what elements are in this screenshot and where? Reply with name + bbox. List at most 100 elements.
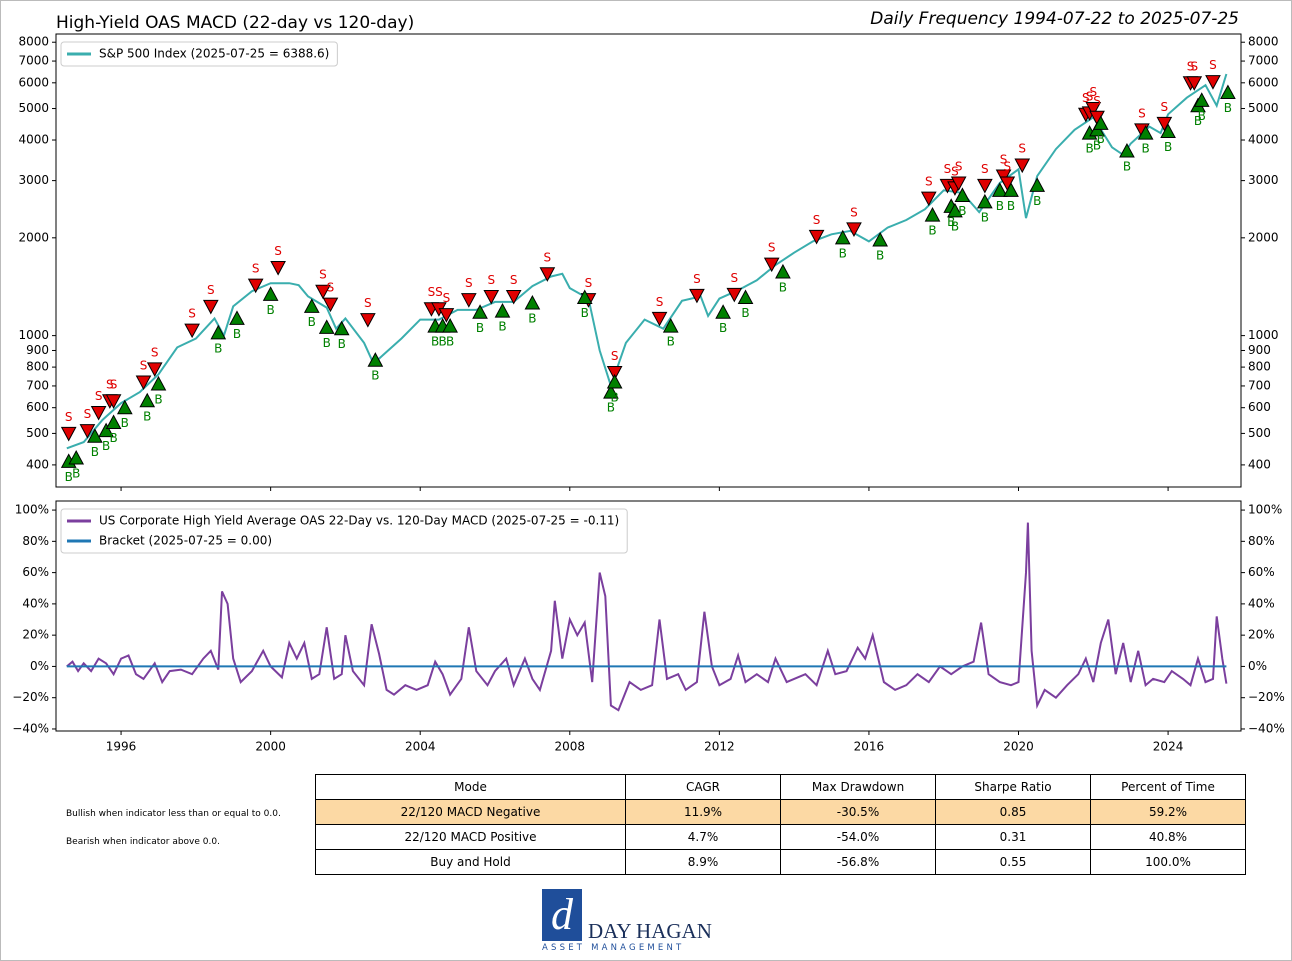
table-cell: 22/120 MACD Positive <box>315 824 626 850</box>
signal-marker <box>834 229 851 245</box>
signal-label: S <box>274 244 282 258</box>
signal-marker <box>689 288 705 304</box>
logo: d DAY HAGAN ASSET MANAGEMENT <box>542 889 722 954</box>
signal-marker <box>1092 115 1109 130</box>
signal-marker <box>1193 92 1210 107</box>
y-tick-label: 0% <box>1248 659 1267 673</box>
signal-marker <box>60 426 77 442</box>
signal-label: B <box>1194 114 1202 128</box>
table-cell: 59.2% <box>1090 799 1246 825</box>
y-tick-label: 20% <box>22 628 49 642</box>
y-tick-label: 6000 <box>18 75 49 89</box>
signal-label: S <box>1161 100 1169 114</box>
signal-marker <box>483 289 500 305</box>
signal-marker <box>1160 123 1176 138</box>
y-tick-label: 8000 <box>18 35 49 49</box>
y-tick-label: 0% <box>30 659 49 673</box>
signal-marker <box>116 399 133 415</box>
chart-subtitle: Daily Frequency 1994-07-22 to 2025-07-25 <box>870 9 1239 29</box>
signal-marker <box>494 303 511 318</box>
signal-label: B <box>233 327 241 341</box>
signal-label: S <box>151 345 159 359</box>
signal-label: S <box>693 272 701 286</box>
signal-marker <box>442 318 458 333</box>
y-tick-label: 700 <box>26 378 49 392</box>
signal-label: B <box>581 306 589 320</box>
signal-label: S <box>1003 159 1011 173</box>
signal-label: S <box>435 285 443 299</box>
signal-marker <box>210 324 227 340</box>
y-tick-label: 20% <box>1248 628 1275 642</box>
signal-label: B <box>928 224 936 238</box>
y-tick-label: 3000 <box>1248 173 1279 187</box>
signal-label: B <box>154 392 162 406</box>
signal-marker <box>726 287 743 303</box>
table-cell: Sharpe Ratio <box>935 774 1091 800</box>
signal-label: B <box>779 280 787 294</box>
signal-marker <box>105 394 122 409</box>
signal-label: B <box>439 335 447 349</box>
y-tick-label: 800 <box>1248 360 1271 374</box>
signal-label: B <box>1085 142 1093 156</box>
signal-label: B <box>719 321 727 335</box>
signal-marker <box>808 229 825 245</box>
table-row: 22/120 MACD Negative 11.9% -30.5% 0.85 59.2% <box>315 799 1246 825</box>
y-tick-label: 7000 <box>18 54 49 68</box>
y-tick-label: 400 <box>1248 457 1271 471</box>
signal-label: B <box>951 219 959 233</box>
note: Bearish when indicator above 0.0. <box>66 837 220 847</box>
signal-label: S <box>951 164 959 178</box>
signal-label: B <box>72 467 80 481</box>
signal-marker <box>68 449 85 465</box>
signal-label: B <box>65 470 73 484</box>
y-tick-label: 1000 <box>18 328 49 342</box>
plot-frame <box>55 500 1242 732</box>
y-tick-label: 40% <box>22 596 49 610</box>
y-tick-label: 400 <box>26 457 49 471</box>
signal-marker <box>87 428 103 443</box>
signal-label: B <box>1097 132 1105 146</box>
chart-title: High-Yield OAS MACD (22-day vs 120-day) <box>56 13 414 33</box>
table-cell: -30.5% <box>780 799 936 825</box>
signal-label: B <box>431 335 439 349</box>
table-cell: Max Drawdown <box>780 774 936 800</box>
notes: Bullish when indicator less than or equa… <box>66 808 296 864</box>
signal-label: B <box>1142 142 1150 156</box>
signal-marker <box>1137 125 1154 140</box>
y-tick-label: 500 <box>1248 426 1271 440</box>
signal-label: B <box>102 439 110 453</box>
signal-label: S <box>364 296 372 310</box>
signal-label: B <box>143 409 151 423</box>
signal-marker <box>202 299 219 315</box>
x-tick-label: 2024 <box>1153 740 1184 754</box>
stats-table: Mode CAGR Max Drawdown Sharpe Ratio Percent … <box>315 774 1246 875</box>
signal-marker <box>576 289 593 305</box>
legend-label: S&P 500 Index (2025-07-25 = 6388.6) <box>99 47 329 61</box>
legend-box <box>60 41 338 67</box>
signal-label: B <box>308 315 316 329</box>
signal-marker <box>1186 76 1203 91</box>
signal-label: S <box>768 241 776 255</box>
y-tick-label: 8000 <box>1248 35 1279 49</box>
table-cell: Percent of Time <box>1090 774 1246 800</box>
signal-label: B <box>91 445 99 459</box>
y-tick-label: 7000 <box>1248 54 1279 68</box>
signal-marker <box>920 191 937 207</box>
signal-label: B <box>947 215 955 229</box>
y-tick-label: 4000 <box>18 133 49 147</box>
signal-marker <box>472 304 488 319</box>
signal-label: B <box>338 337 346 351</box>
x-tick-label: 2000 <box>255 740 286 754</box>
signal-marker <box>539 267 556 282</box>
signal-marker <box>775 263 791 279</box>
y-tick-label: −40% <box>12 721 49 735</box>
signal-marker <box>360 313 376 328</box>
signal-label: S <box>510 273 518 287</box>
signal-marker <box>505 289 522 305</box>
signal-label: S <box>207 283 215 297</box>
signal-label: B <box>1224 101 1232 115</box>
signal-marker <box>947 202 963 218</box>
signal-label: B <box>267 303 275 317</box>
signal-marker <box>135 375 152 391</box>
signal-label: B <box>109 431 117 445</box>
